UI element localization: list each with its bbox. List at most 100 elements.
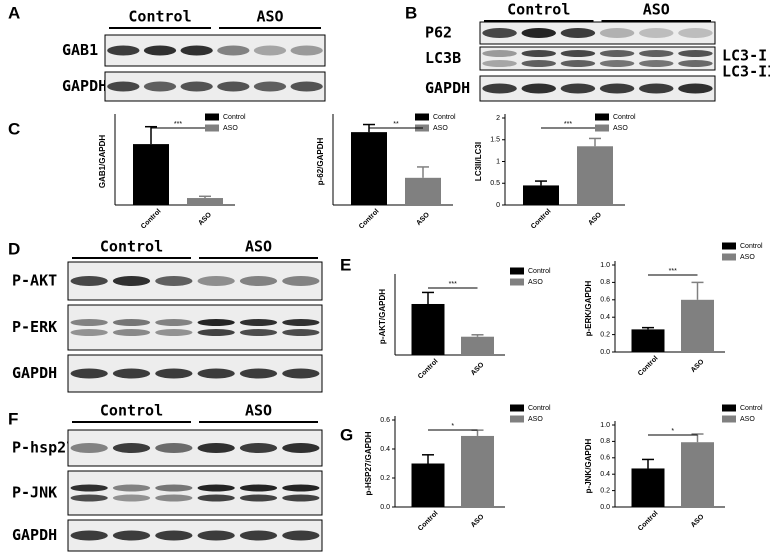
legend-label: Control xyxy=(433,114,456,121)
band xyxy=(70,494,108,502)
significance-label: *** xyxy=(174,121,182,128)
band xyxy=(290,45,323,56)
row-label: P-JNK xyxy=(12,484,57,502)
legend-label: Control xyxy=(740,243,763,250)
band xyxy=(197,530,235,541)
significance-label: * xyxy=(671,428,674,435)
band xyxy=(639,28,674,38)
band xyxy=(290,81,323,92)
y-axis-label: p-ERK/GAPDH xyxy=(584,281,593,337)
bar xyxy=(461,435,494,507)
legend-label: ASO xyxy=(740,254,755,261)
legend-label: ASO xyxy=(740,416,755,423)
panel-letter: C xyxy=(8,119,20,138)
band xyxy=(143,81,177,92)
y-tick-label: 1.0 xyxy=(600,262,610,269)
band xyxy=(599,50,635,57)
legend-label: ASO xyxy=(528,279,543,286)
bar xyxy=(461,336,494,355)
band xyxy=(107,81,140,92)
band xyxy=(239,276,278,286)
y-axis-label: p-62/GAPDH xyxy=(316,137,325,185)
band xyxy=(197,329,235,336)
group-label: ASO xyxy=(643,1,670,19)
band xyxy=(112,329,151,336)
y-tick-label: 1.5 xyxy=(490,137,500,144)
legend-swatch xyxy=(510,415,524,423)
band xyxy=(197,484,235,492)
panel-letter: F xyxy=(8,409,18,428)
bar xyxy=(523,185,559,205)
bar xyxy=(681,299,714,352)
band xyxy=(155,319,193,326)
band xyxy=(521,83,556,94)
y-tick-label: 0.8 xyxy=(600,279,610,286)
row-label: P-AKT xyxy=(12,272,57,290)
y-tick-label: 0.4 xyxy=(600,314,610,321)
band xyxy=(560,50,596,57)
band xyxy=(282,443,320,453)
band xyxy=(155,368,193,379)
row-label: P-ERK xyxy=(12,318,57,336)
group-label: Control xyxy=(100,402,163,420)
legend-swatch xyxy=(722,404,736,412)
y-axis-label: p-HSP27/GAPDH xyxy=(364,431,373,495)
legend-swatch xyxy=(722,242,736,250)
legend-label: Control xyxy=(613,114,636,121)
band xyxy=(482,28,517,38)
panel-letter: G xyxy=(340,425,353,444)
y-tick-label: 0.0 xyxy=(600,349,610,356)
group-label: ASO xyxy=(256,8,283,26)
band xyxy=(112,530,151,541)
band xyxy=(560,28,596,38)
blot-frame xyxy=(67,429,323,467)
group-label: ASO xyxy=(245,402,272,420)
legend-swatch xyxy=(510,278,524,286)
legend-label: Control xyxy=(528,405,551,412)
band xyxy=(107,45,140,56)
legend-swatch xyxy=(510,267,524,275)
significance-label: *** xyxy=(564,121,572,128)
band xyxy=(560,60,596,67)
y-tick-label: 0.4 xyxy=(600,471,610,478)
y-tick-label: 0.6 xyxy=(380,417,390,424)
panel-letter: E xyxy=(340,255,351,274)
blot-frame xyxy=(67,261,323,301)
side-label: LC3-II xyxy=(722,63,770,81)
band xyxy=(155,443,193,453)
y-axis-label: GAB1/GAPDH xyxy=(98,135,107,189)
legend-label: ASO xyxy=(528,416,543,423)
legend-swatch xyxy=(510,404,524,412)
band xyxy=(678,60,713,67)
band xyxy=(239,494,278,502)
side-label: LC3-I xyxy=(722,47,767,65)
band xyxy=(282,368,320,379)
significance-label: *** xyxy=(449,281,457,288)
legend-label: ASO xyxy=(223,125,238,132)
band xyxy=(678,50,713,57)
blot-frame xyxy=(67,354,323,393)
band xyxy=(282,319,320,326)
band xyxy=(143,45,177,56)
legend-label: Control xyxy=(740,405,763,412)
legend-swatch xyxy=(205,124,219,132)
bar xyxy=(351,132,387,205)
band xyxy=(70,484,108,492)
band xyxy=(678,83,713,94)
band xyxy=(639,50,674,57)
band xyxy=(112,319,151,326)
band xyxy=(155,530,193,541)
band xyxy=(70,368,108,379)
y-tick-label: 0.6 xyxy=(600,455,610,462)
band xyxy=(482,50,517,57)
legend-swatch xyxy=(595,113,609,121)
band xyxy=(599,83,635,94)
band xyxy=(155,494,193,502)
band xyxy=(70,530,108,541)
y-tick-label: 1 xyxy=(496,158,500,165)
band xyxy=(155,329,193,336)
row-label: GAB1 xyxy=(62,41,98,59)
row-label: P-hsp27 xyxy=(12,439,75,457)
bar xyxy=(631,329,665,352)
